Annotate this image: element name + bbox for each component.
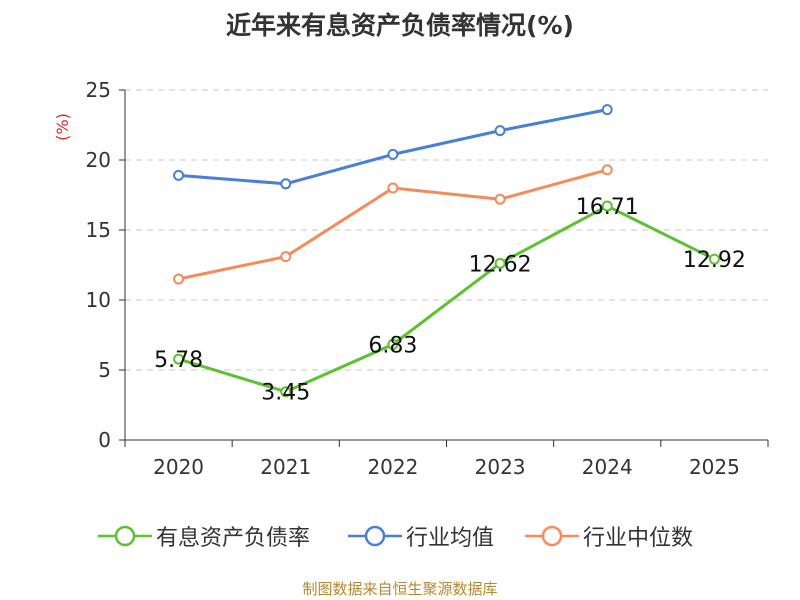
legend-marker-orange [525, 525, 579, 547]
data-point [387, 182, 399, 194]
data-point [494, 257, 506, 269]
legend-label: 行业中位数 [583, 526, 694, 551]
y-tick-label: 20 [86, 148, 111, 172]
data-point [173, 169, 185, 181]
series-line [178, 204, 716, 394]
legend-item-industry-median[interactable]: 行业中位数 [525, 518, 693, 554]
data-point [601, 164, 613, 176]
data-label: 16.71 [576, 195, 639, 220]
data-label: 12.62 [469, 252, 532, 277]
data-label: 6.83 [368, 333, 417, 358]
data-point [601, 104, 613, 116]
data-point [173, 273, 185, 285]
x-tick-label: 2023 [475, 455, 526, 479]
legend-item-industry-mean[interactable]: 行业均值 [348, 518, 494, 554]
y-tick-label: 25 [86, 78, 111, 102]
series-line [178, 108, 608, 186]
x-tick-label: 2024 [582, 455, 633, 479]
data-point [708, 253, 720, 265]
y-axis-label: (%) [53, 113, 72, 141]
data-label: 3.45 [261, 381, 310, 406]
data-point [387, 338, 399, 350]
data-point [494, 125, 506, 137]
x-tick-label: 2022 [367, 455, 418, 479]
data-point [280, 386, 292, 398]
data-source-note: 制图数据来自恒生聚源数据库 [302, 580, 498, 598]
data-point [387, 148, 399, 160]
x-tick-label: 2020 [153, 455, 204, 479]
y-tick-label: 10 [86, 288, 111, 312]
data-point [280, 251, 292, 263]
legend-label: 行业均值 [406, 526, 495, 551]
x-tick-label: 2021 [260, 455, 311, 479]
y-tick-label: 5 [98, 358, 111, 382]
data-label: 5.78 [154, 348, 203, 373]
legend-label: 有息资产负债率 [156, 526, 311, 551]
legend-marker-blue [348, 525, 402, 547]
data-point [280, 178, 292, 190]
chart-title: 近年来有息资产负债率情况(%) [226, 11, 574, 40]
y-tick-label: 15 [86, 218, 111, 242]
legend: 有息资产负债率 行业均值 行业中位数 [0, 518, 800, 558]
legend-marker-green [98, 525, 152, 547]
data-point [173, 353, 185, 365]
legend-item-interest-debt-ratio[interactable]: 有息资产负债率 [98, 518, 310, 554]
data-point [494, 193, 506, 205]
data-point [601, 200, 613, 212]
x-tick-label: 2025 [689, 455, 740, 479]
data-label: 12.92 [683, 248, 746, 273]
y-tick-label: 0 [98, 428, 111, 452]
